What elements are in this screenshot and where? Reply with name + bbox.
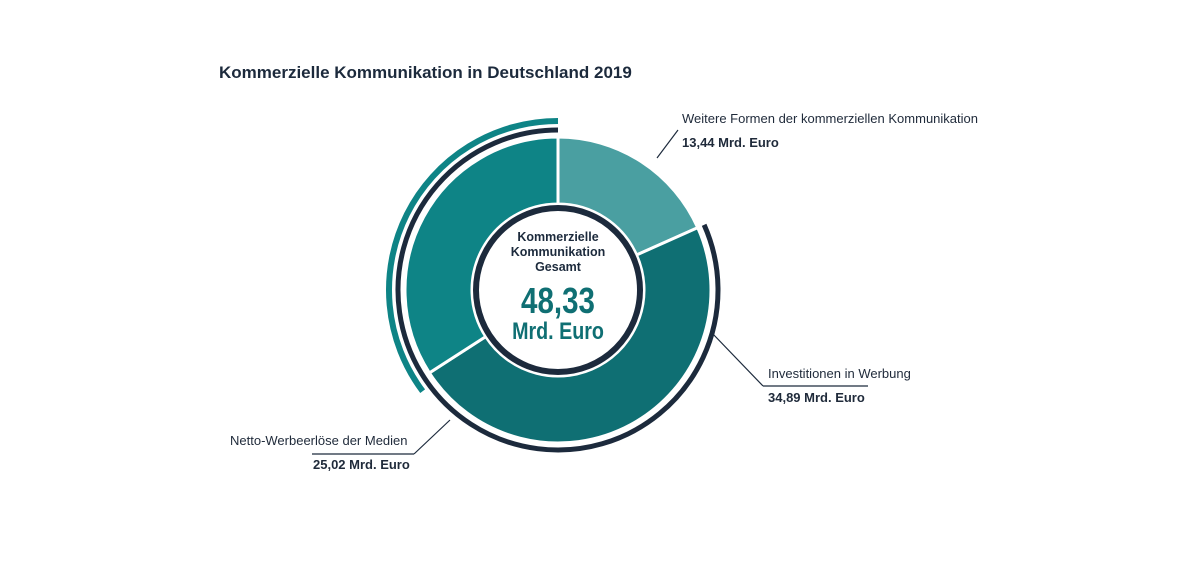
- label-investitionen-value: 34,89 Mrd. Euro: [768, 390, 865, 405]
- bracket-arc-netto: [386, 118, 559, 394]
- leader-line-weitere-formen: [656, 129, 679, 159]
- label-weitere-formen: Weitere Formen der kommerziellen Kommuni…: [682, 111, 978, 150]
- center-title-line-3: Gesamt: [535, 260, 581, 274]
- leader-line-netto: [413, 419, 451, 455]
- label-netto-werbeerloese-name: Netto-Werbeerlöse der Medien: [230, 433, 408, 448]
- leader-line-investitionen: [711, 332, 764, 387]
- slice-netto-werbeerloese: [403, 135, 560, 375]
- chart-title: Kommerzielle Kommunikation in Deutschlan…: [219, 63, 632, 82]
- label-netto-werbeerloese-value: 25,02 Mrd. Euro: [313, 457, 410, 472]
- label-investitionen: Investitionen in Werbung 34,89 Mrd. Euro: [768, 366, 911, 405]
- label-weitere-formen-name: Weitere Formen der kommerziellen Kommuni…: [682, 111, 978, 126]
- center-title-line-2: Kommunikation: [510, 245, 606, 259]
- label-weitere-formen-value: 13,44 Mrd. Euro: [682, 135, 779, 150]
- slice-investitionen: [427, 225, 713, 445]
- slice-weitere-formen: [556, 135, 700, 257]
- bracket-arc-investitionen: [395, 127, 721, 453]
- center-summary: Kommerzielle Kommunikation Gesamt 48,33 …: [488, 230, 628, 345]
- label-netto-werbeerloese: Netto-Werbeerlöse der Medien 25,02 Mrd. …: [230, 433, 410, 472]
- center-ring: [473, 205, 643, 375]
- center-total-unit: Mrd. Euro: [512, 318, 604, 345]
- label-investitionen-name: Investitionen in Werbung: [768, 366, 911, 381]
- center-title-line-1: Kommerzielle: [517, 230, 599, 244]
- center-total-value: 48,33: [521, 280, 595, 321]
